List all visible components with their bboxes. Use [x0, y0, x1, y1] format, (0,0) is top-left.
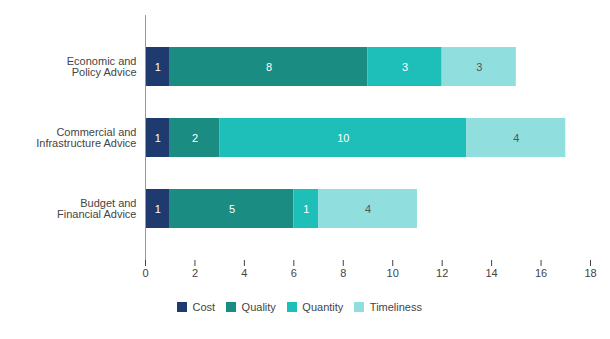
svg-text:1: 1 [155, 203, 161, 215]
svg-text:1: 1 [303, 203, 309, 215]
svg-text:3: 3 [476, 61, 482, 73]
html-text:Quantity: Quantity [302, 300, 344, 313]
html-text:Timeliness: Timeliness [369, 300, 422, 313]
svg-text:2: 2 [192, 267, 198, 279]
svg-text:4: 4 [513, 132, 519, 144]
svg-text:10: 10 [387, 267, 399, 279]
svg-text:12: 12 [436, 267, 448, 279]
svg-text:10: 10 [337, 132, 349, 144]
svg-text:6: 6 [291, 267, 297, 279]
svg-text:8: 8 [340, 267, 346, 279]
svg-text:16: 16 [535, 267, 547, 279]
html-text:Quality: Quality [241, 300, 276, 313]
svg-text:5: 5 [229, 203, 235, 215]
svg-text:1: 1 [155, 61, 161, 73]
svg-text:4: 4 [241, 267, 247, 279]
svg-text:3: 3 [402, 61, 408, 73]
svg-text:Budget andFinancial Advice: Budget andFinancial Advice [57, 197, 137, 220]
svg-text:Economic andPolicy Advice: Economic andPolicy Advice [67, 55, 137, 78]
svg-text:4: 4 [365, 203, 371, 215]
svg-text:Commercial andInfrastructure A: Commercial andInfrastructure Advice [36, 126, 136, 149]
svg-text:1: 1 [155, 132, 161, 144]
html-text:Cost: Cost [192, 300, 216, 313]
svg-text:2: 2 [192, 132, 198, 144]
svg-text:8: 8 [266, 61, 272, 73]
svg-text:18: 18 [584, 267, 596, 279]
svg-text:0: 0 [142, 267, 148, 279]
svg-text:14: 14 [485, 267, 497, 279]
